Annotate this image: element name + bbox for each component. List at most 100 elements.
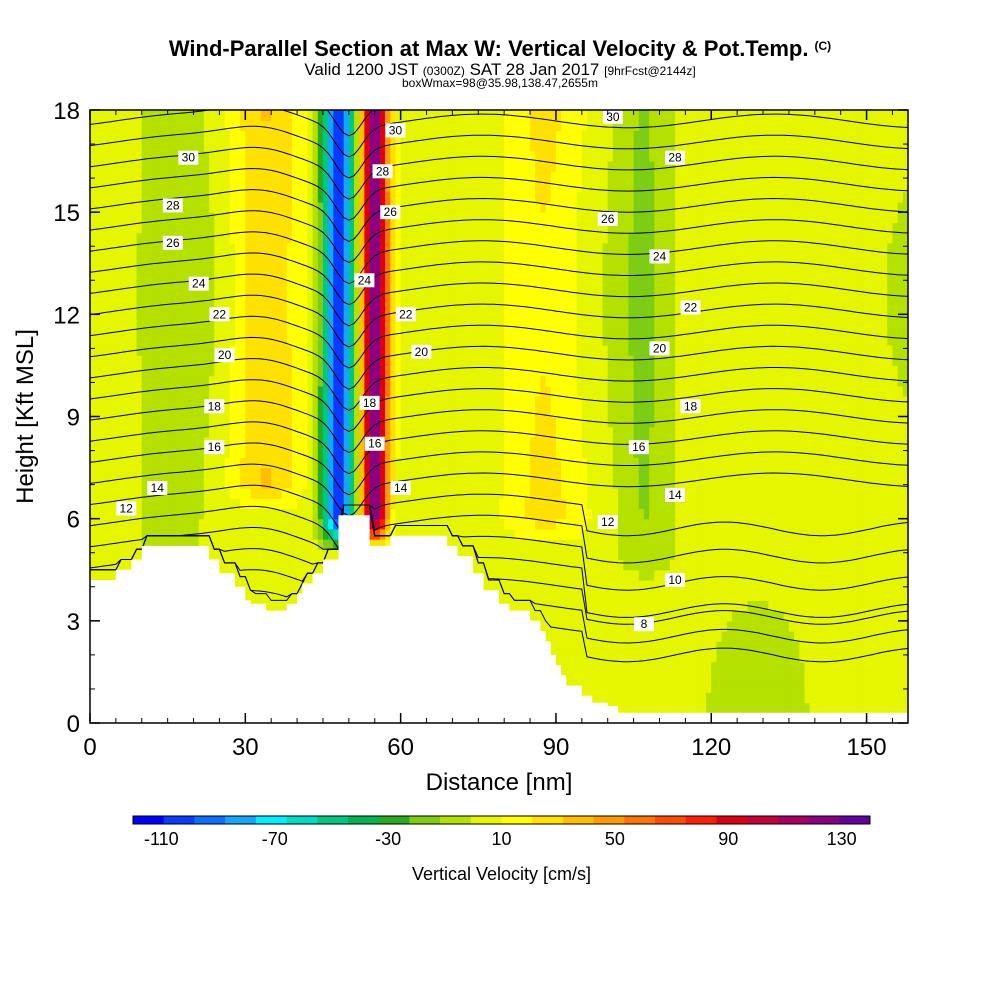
velocity-cell (493, 549, 500, 561)
velocity-cell (271, 150, 277, 162)
velocity-cell (462, 181, 469, 193)
velocity-cell (214, 457, 221, 469)
velocity-cell (110, 426, 117, 438)
velocity-cell (152, 222, 158, 234)
velocity-cell (121, 355, 127, 367)
velocity-cell (436, 314, 443, 326)
velocity-cell (281, 426, 288, 438)
velocity-cell (229, 232, 236, 244)
velocity-cell (405, 273, 412, 285)
velocity-cell (276, 416, 283, 428)
velocity-cell (442, 304, 448, 315)
velocity-cell (110, 304, 117, 315)
velocity-cell (146, 334, 153, 346)
velocity-cell (95, 539, 101, 550)
velocity-cell (416, 324, 422, 336)
velocity-cell (203, 140, 210, 152)
velocity-cell (141, 539, 148, 550)
velocity-cell (198, 191, 205, 203)
velocity-cell (297, 120, 303, 132)
velocity-cell (447, 498, 454, 510)
velocity-cell (379, 355, 386, 367)
velocity-cell (224, 324, 231, 336)
velocity-cell (162, 120, 169, 132)
velocity-cell (219, 242, 226, 254)
velocity-cell (390, 293, 397, 305)
velocity-cell (302, 314, 309, 326)
velocity-cell (224, 539, 231, 550)
velocity-cell (121, 110, 127, 121)
velocity-cell (245, 365, 252, 377)
velocity-cell (121, 222, 127, 234)
velocity-cell (379, 314, 386, 326)
velocity-cell (183, 488, 189, 499)
velocity-cell (447, 293, 454, 305)
velocity-cell (462, 488, 469, 499)
velocity-cell (431, 140, 438, 152)
velocity-cell (328, 344, 334, 356)
velocity-cell (390, 222, 397, 234)
velocity-cell (467, 375, 474, 387)
velocity-cell (162, 293, 169, 305)
velocity-cell (478, 396, 485, 407)
velocity-cell (467, 283, 474, 295)
velocity-cell (467, 549, 474, 561)
velocity-cell (167, 426, 174, 438)
velocity-cell (462, 273, 469, 285)
velocity-cell (105, 283, 112, 295)
velocity-cell (276, 569, 283, 581)
velocity-cell (467, 263, 474, 275)
velocity-cell (302, 263, 309, 275)
velocity-cell (250, 110, 257, 121)
velocity-cell (493, 242, 500, 254)
velocity-cell (473, 559, 479, 571)
velocity-cell (436, 171, 443, 183)
velocity-cell (286, 161, 293, 172)
velocity-cell (240, 293, 246, 305)
velocity-cell (281, 314, 288, 326)
velocity-cell (297, 375, 303, 387)
velocity-cell (240, 498, 246, 510)
velocity-cell (260, 416, 267, 428)
velocity-cell (473, 314, 479, 326)
velocity-cell (509, 150, 516, 162)
velocity-cell (499, 324, 505, 336)
velocity-cell (131, 140, 138, 152)
velocity-cell (447, 488, 454, 499)
velocity-cell (255, 191, 262, 203)
velocity-cell (157, 201, 164, 213)
velocity-cell (260, 508, 267, 520)
velocity-cell (483, 406, 490, 418)
velocity-cell (276, 334, 283, 346)
velocity-cell (141, 488, 148, 499)
velocity-cell (457, 365, 464, 377)
velocity-cell (426, 508, 433, 520)
velocity-cell (229, 324, 236, 336)
velocity-cell (229, 314, 236, 326)
velocity-cell (131, 212, 138, 223)
velocity-cell (146, 120, 153, 132)
velocity-cell (504, 518, 510, 530)
velocity-cell (105, 130, 112, 142)
velocity-cell (286, 457, 293, 469)
velocity-cell (105, 406, 112, 418)
velocity-cell (297, 344, 303, 356)
velocity-cell (250, 140, 257, 152)
velocity-cell (478, 283, 485, 295)
velocity-cell (359, 161, 365, 172)
velocity-cell (312, 130, 319, 142)
velocity-cell (348, 263, 355, 275)
velocity-cell (447, 396, 454, 407)
velocity-cell (183, 140, 189, 152)
velocity-cell (131, 120, 138, 132)
velocity-cell (447, 457, 454, 469)
velocity-cell (131, 385, 138, 397)
velocity-cell (126, 528, 133, 540)
velocity-cell (405, 130, 412, 142)
velocity-cell (276, 436, 283, 448)
velocity-cell (167, 293, 174, 305)
velocity-cell (291, 171, 298, 183)
velocity-cell (348, 242, 355, 254)
velocity-cell (136, 406, 143, 418)
velocity-cell (359, 191, 365, 203)
